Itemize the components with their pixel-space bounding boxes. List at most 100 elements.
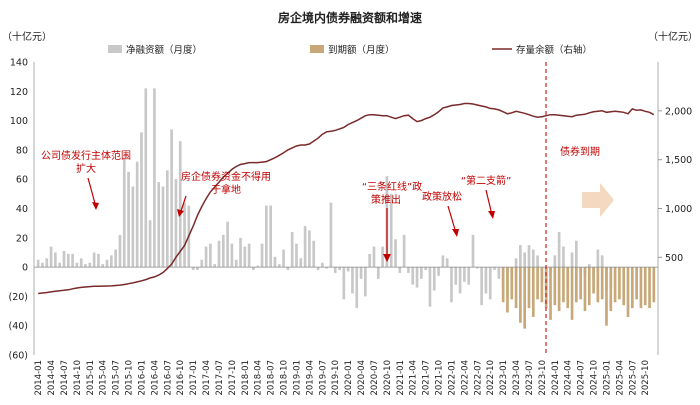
x-tick-label: 2022-04 — [460, 360, 470, 396]
chart-title: 房企境内债券融资额和增速 — [278, 10, 422, 25]
maturity-bar — [652, 267, 656, 303]
net-financing-bar — [196, 267, 199, 271]
net-financing-bar — [312, 240, 316, 268]
net-financing-bar — [351, 267, 354, 294]
maturity-bar — [635, 267, 638, 300]
net-financing-bar — [497, 267, 501, 279]
net-financing-bar — [41, 262, 44, 268]
net-financing-bar — [562, 246, 565, 268]
forecast-arrow — [582, 183, 614, 217]
net-financing-bar — [432, 267, 436, 291]
x-tick-label: 2020-01 — [344, 360, 354, 396]
maturity-bars — [501, 267, 656, 329]
x-tick-label: 2021-01 — [396, 360, 406, 396]
net-financing-bar — [122, 157, 126, 268]
x-tick-label: 2016-01 — [137, 360, 147, 396]
net-financing-bar — [105, 259, 109, 268]
net-financing-bar — [295, 243, 298, 268]
net-financing-bar — [239, 237, 242, 268]
net-financing-bar — [75, 262, 79, 268]
net-financing-bar — [243, 246, 247, 268]
left-tick-label: 120 — [10, 87, 28, 98]
x-tick-label: 2016-04 — [150, 360, 160, 396]
x-tick-label: 2025-07 — [628, 360, 638, 396]
maturity-bar — [639, 267, 643, 309]
net-financing-bar — [148, 220, 152, 268]
net-financing-bar — [531, 249, 535, 268]
right-axis-unit: （十亿元） — [648, 30, 698, 43]
left-tick-label: 100 — [10, 116, 28, 127]
net-financing-bar — [114, 249, 117, 268]
net-financing-bar — [230, 243, 234, 268]
net-financing-bar — [247, 243, 251, 268]
net-financing-bar — [183, 202, 186, 268]
maturity-bar — [575, 267, 578, 303]
x-tick-label: 2015-10 — [125, 360, 135, 396]
maturity-bar — [613, 267, 617, 303]
x-axis-ticks: 2014-01 2014-04 2014-07 2014-10 2015-01 2015-… — [34, 360, 651, 396]
x-tick-label: 2021-04 — [409, 360, 419, 396]
net-financing-bar — [97, 253, 100, 268]
x-tick-label: 2018-07 — [267, 360, 277, 396]
net-financing-bar — [256, 265, 260, 268]
maturity-bar — [618, 267, 621, 300]
net-financing-bar — [480, 267, 483, 306]
annotations: 公司债发行主体范围 扩大 房企债券资金不得用 于拿地 “三条红线”政 策推出 政… — [41, 145, 600, 262]
annotation-1-arrowhead — [92, 202, 99, 210]
net-financing-bar — [277, 264, 281, 268]
annotation-5-arrowhead — [488, 211, 495, 219]
maturity-bar — [536, 267, 539, 300]
maturity-bar — [501, 267, 505, 303]
maturity-bar — [566, 267, 570, 309]
legend-swatch-maturity — [310, 45, 324, 53]
left-tick-label: 20 — [16, 233, 28, 244]
x-tick-label: 2024-04 — [564, 360, 574, 396]
net-financing-bar — [445, 258, 449, 268]
x-tick-label: 2016-07 — [163, 360, 173, 396]
x-tick-label: 2019-10 — [331, 360, 341, 396]
left-tick-label: 60 — [16, 175, 28, 186]
x-tick-label: 2025-01 — [602, 360, 612, 396]
legend-label-stock: 存量余额（右轴） — [516, 44, 592, 56]
net-financing-bar — [519, 245, 522, 268]
net-financing-bar — [299, 258, 303, 268]
annotation-2-line2: 于拿地 — [211, 183, 241, 196]
net-financing-bar — [325, 267, 328, 269]
annotation-3-arrowhead — [383, 254, 391, 262]
x-tick-label: 2017-01 — [189, 360, 199, 396]
net-financing-bar — [204, 246, 208, 268]
net-financing-bar — [71, 253, 74, 268]
annotation-1-arrow — [87, 177, 97, 208]
net-financing-bar — [290, 231, 294, 268]
annotation-2-arrowhead — [177, 209, 184, 217]
annotation-3-line1: “三条红线”政 — [362, 180, 422, 193]
net-financing-bar — [226, 221, 229, 268]
net-financing-bar — [467, 267, 471, 285]
annotation-1-line1: 公司债发行主体范围 — [41, 149, 131, 162]
net-financing-bar — [127, 171, 130, 268]
net-financing-bar — [286, 267, 290, 271]
net-financing-bar — [411, 267, 415, 285]
x-tick-label: 2022-10 — [486, 360, 496, 396]
maturity-bar — [519, 267, 522, 323]
x-tick-label: 2016-10 — [176, 360, 186, 396]
net-financing-bar — [36, 259, 40, 268]
net-financing-bar — [45, 258, 49, 268]
maturity-bar — [605, 267, 608, 326]
x-tick-label: 2018-10 — [280, 360, 290, 396]
left-tick-label: (40) — [8, 321, 28, 332]
maturity-bar — [562, 267, 565, 303]
net-financing-bar — [58, 262, 62, 268]
net-financing-bar — [570, 252, 574, 268]
net-financing-bar — [355, 267, 359, 309]
maturity-bar — [579, 267, 582, 300]
maturity-bar — [592, 267, 595, 294]
x-tick-label: 2017-04 — [202, 360, 212, 396]
x-tick-label: 2017-10 — [228, 360, 238, 396]
x-tick-label: 2019-01 — [292, 360, 302, 396]
right-tick-label: 1,000 — [665, 204, 692, 215]
net-financing-bar — [523, 252, 527, 268]
net-financing-bar — [368, 253, 372, 268]
net-financing-bar — [140, 132, 143, 268]
